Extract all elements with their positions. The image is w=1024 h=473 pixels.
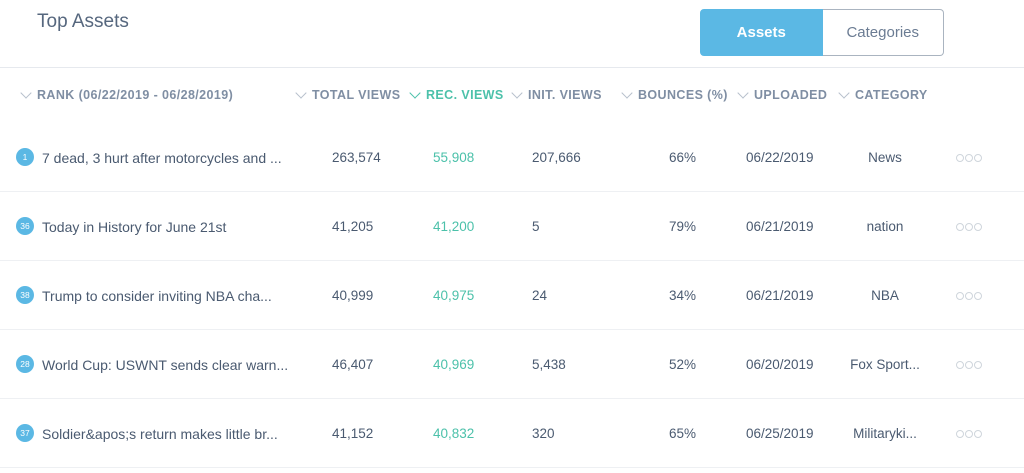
init-views: 320 bbox=[532, 426, 555, 441]
total-views: 41,205 bbox=[332, 219, 374, 234]
view-toggle: Assets Categories bbox=[700, 9, 944, 56]
table-header: RANK (06/22/2019 - 06/28/2019) TOTAL VIE… bbox=[0, 86, 1024, 106]
uploaded-date: 06/21/2019 bbox=[746, 288, 814, 303]
table-row[interactable]: 1 7 dead, 3 hurt after motorcycles and .… bbox=[0, 123, 1024, 192]
categories-tab[interactable]: Categories bbox=[822, 9, 944, 56]
asset-title[interactable]: Trump to consider inviting NBA cha... bbox=[42, 287, 272, 304]
rank-badge: 28 bbox=[16, 355, 34, 373]
column-header-uploaded[interactable]: UPLOADED bbox=[737, 86, 827, 102]
bounces: 52% bbox=[669, 357, 697, 372]
asset-title[interactable]: Soldier&apos;s return makes little br... bbox=[42, 425, 278, 442]
init-views: 207,666 bbox=[532, 150, 581, 165]
init-views: 5 bbox=[532, 219, 540, 234]
chevron-down-icon bbox=[20, 86, 32, 99]
chevron-down-icon bbox=[838, 86, 850, 99]
more-options-icon[interactable] bbox=[956, 430, 982, 438]
category: Militaryki... bbox=[853, 426, 917, 441]
category: NBA bbox=[871, 288, 899, 303]
asset-title[interactable]: 7 dead, 3 hurt after motorcycles and ... bbox=[42, 149, 282, 166]
rank-badge: 37 bbox=[16, 424, 34, 442]
category: nation bbox=[866, 219, 904, 234]
bounces: 34% bbox=[669, 288, 697, 303]
bounces: 65% bbox=[669, 426, 697, 441]
category: Fox Sport... bbox=[850, 357, 920, 372]
chevron-down-icon bbox=[295, 86, 307, 99]
column-header-bounces[interactable]: BOUNCES (%) bbox=[621, 86, 728, 102]
rank-badge: 38 bbox=[16, 286, 34, 304]
rec-views: 55,908 bbox=[433, 150, 475, 165]
chevron-down-icon bbox=[621, 86, 633, 99]
init-views: 5,438 bbox=[532, 357, 566, 372]
chevron-down-icon bbox=[511, 86, 523, 99]
rec-views: 40,969 bbox=[433, 357, 475, 372]
total-views: 263,574 bbox=[332, 150, 381, 165]
chevron-down-icon bbox=[737, 86, 749, 99]
rec-views: 40,832 bbox=[433, 426, 475, 441]
asset-title[interactable]: Today in History for June 21st bbox=[42, 218, 227, 235]
uploaded-date: 06/21/2019 bbox=[746, 219, 814, 234]
chevron-down-icon bbox=[409, 86, 421, 99]
table-row[interactable]: 36 Today in History for June 21st 41,205… bbox=[0, 192, 1024, 261]
more-options-icon[interactable] bbox=[956, 154, 982, 162]
rank-badge: 1 bbox=[16, 148, 34, 166]
column-header-rec-views[interactable]: REC. VIEWS bbox=[409, 86, 504, 102]
uploaded-date: 06/25/2019 bbox=[746, 426, 814, 441]
total-views: 46,407 bbox=[332, 357, 374, 372]
more-options-icon[interactable] bbox=[956, 292, 982, 300]
more-options-icon[interactable] bbox=[956, 361, 982, 369]
table-row[interactable]: 38 Trump to consider inviting NBA cha...… bbox=[0, 261, 1024, 330]
table-row[interactable]: 28 World Cup: USWNT sends clear warn... … bbox=[0, 330, 1024, 399]
assets-tab[interactable]: Assets bbox=[700, 9, 823, 56]
bounces: 66% bbox=[669, 150, 697, 165]
uploaded-date: 06/22/2019 bbox=[746, 150, 814, 165]
category: News bbox=[868, 150, 902, 165]
bounces: 79% bbox=[669, 219, 697, 234]
total-views: 40,999 bbox=[332, 288, 374, 303]
more-options-icon[interactable] bbox=[956, 223, 982, 231]
column-header-category[interactable]: CATEGORY bbox=[838, 86, 928, 102]
column-header-rank[interactable]: RANK (06/22/2019 - 06/28/2019) bbox=[20, 86, 233, 102]
uploaded-date: 06/20/2019 bbox=[746, 357, 814, 372]
rec-views: 41,200 bbox=[433, 219, 475, 234]
page-title: Top Assets bbox=[37, 11, 129, 32]
divider bbox=[0, 67, 1024, 68]
column-header-total-views[interactable]: TOTAL VIEWS bbox=[295, 86, 400, 102]
rec-views: 40,975 bbox=[433, 288, 475, 303]
init-views: 24 bbox=[532, 288, 548, 303]
asset-title[interactable]: World Cup: USWNT sends clear warn... bbox=[42, 356, 289, 373]
rank-badge: 36 bbox=[16, 217, 34, 235]
table-row[interactable]: 37 Soldier&apos;s return makes little br… bbox=[0, 399, 1024, 468]
total-views: 41,152 bbox=[332, 426, 374, 441]
column-header-init-views[interactable]: INIT. VIEWS bbox=[511, 86, 602, 102]
